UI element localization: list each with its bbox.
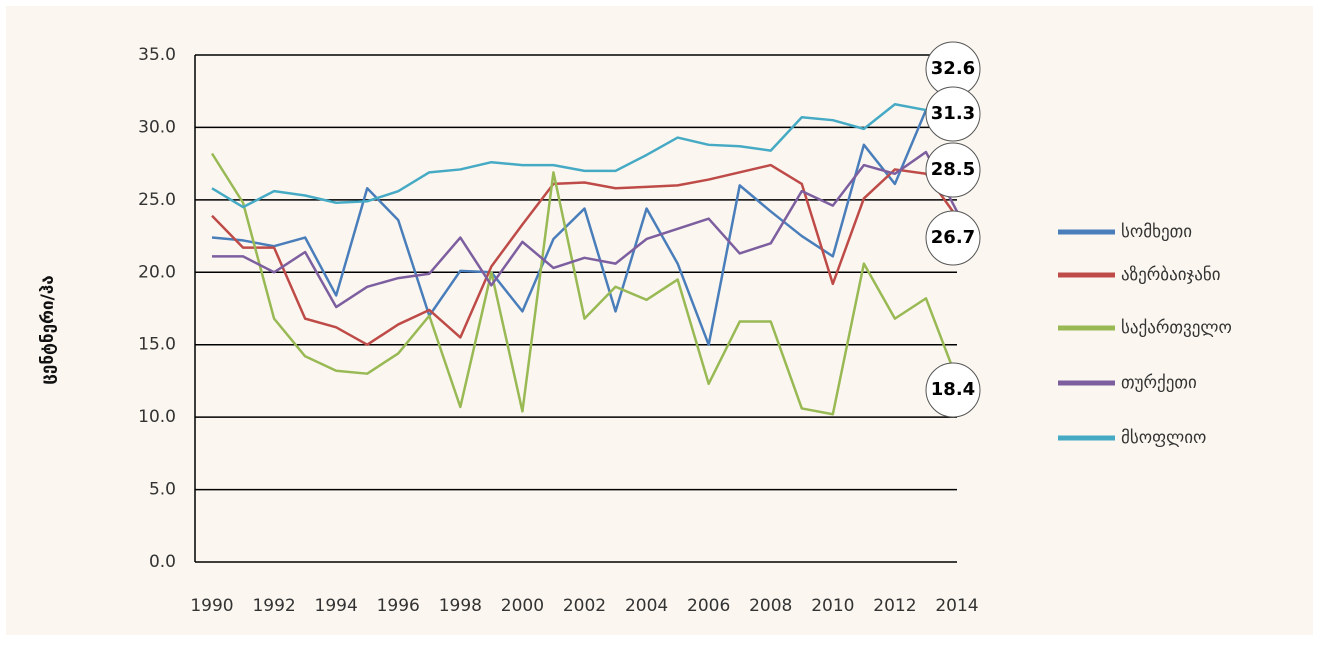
y-tick-label: 15.0: [138, 335, 176, 355]
y-axis-label: ცენტნერი/ჰა: [38, 275, 58, 384]
x-tick-label: 2008: [749, 596, 792, 616]
legend-label: მსოფლიო: [1121, 428, 1206, 448]
y-tick-label: 20.0: [138, 262, 176, 282]
callout-label: 26.7: [931, 227, 975, 248]
y-tick-label: 25.0: [138, 190, 176, 210]
series-line: [210, 152, 959, 416]
legend-label: საქართველო: [1121, 318, 1232, 338]
x-tick-label: 1996: [377, 596, 420, 616]
callout-label: 28.5: [931, 159, 975, 180]
legend-label: აზერბაიჯანი: [1121, 265, 1221, 285]
background: [6, 6, 1313, 635]
callout-circle: [925, 142, 981, 198]
callout-circle: [925, 362, 981, 418]
x-tick-label: 2004: [625, 596, 668, 616]
callout-label: 31.3: [931, 103, 975, 124]
x-tick-label: 1990: [190, 596, 233, 616]
x-tick-label: 1994: [315, 596, 358, 616]
x-tick-label: 2014: [935, 596, 978, 616]
x-tick-label: 2012: [873, 596, 916, 616]
y-tick-label: 5.0: [149, 480, 176, 500]
y-tick-label: 35.0: [138, 45, 176, 65]
callout-label: 18.4: [931, 379, 975, 400]
callout-label: 32.6: [931, 58, 975, 79]
callout-circle: [925, 210, 981, 266]
x-tick-label: 2002: [563, 596, 606, 616]
x-tick-label: 1998: [439, 596, 482, 616]
x-tick-label: 1992: [252, 596, 295, 616]
x-tick-label: 2006: [687, 596, 730, 616]
legend-label: თურქეთი: [1121, 373, 1197, 393]
series-line: [211, 91, 958, 346]
x-tick-label: 2010: [811, 596, 854, 616]
x-tick-label: 2000: [501, 596, 544, 616]
series-line: [211, 163, 959, 346]
y-tick-label: 0.0: [149, 552, 176, 572]
callout-circle: [925, 86, 981, 142]
y-tick-label: 30.0: [138, 117, 176, 137]
series-line: [211, 80, 958, 209]
y-tick-label: 10.0: [138, 407, 176, 427]
series-line: [212, 150, 959, 309]
legend-label: სომხეთი: [1121, 222, 1192, 242]
